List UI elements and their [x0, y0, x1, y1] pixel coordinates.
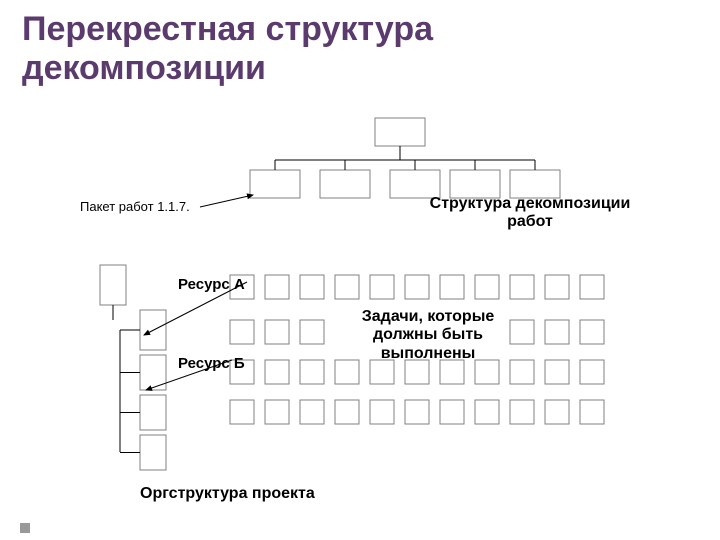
label-resource-a: Ресурс А: [178, 276, 245, 293]
label-tasks: Задачи, которые должны быть выполнены: [338, 308, 518, 363]
label-resource-b: Ресурс Б: [178, 355, 245, 372]
bullet-marker: [20, 520, 30, 530]
boxes-layer: [100, 118, 604, 470]
label-org: Оргструктура проекта: [140, 485, 315, 503]
diagram-svg: [0, 0, 720, 540]
slide: Перекрестная структура декомпозиции Стру…: [0, 0, 720, 540]
label-wbs: Структура декомпозиции работ: [400, 195, 660, 232]
label-packet: Пакет работ 1.1.7.: [80, 200, 190, 215]
